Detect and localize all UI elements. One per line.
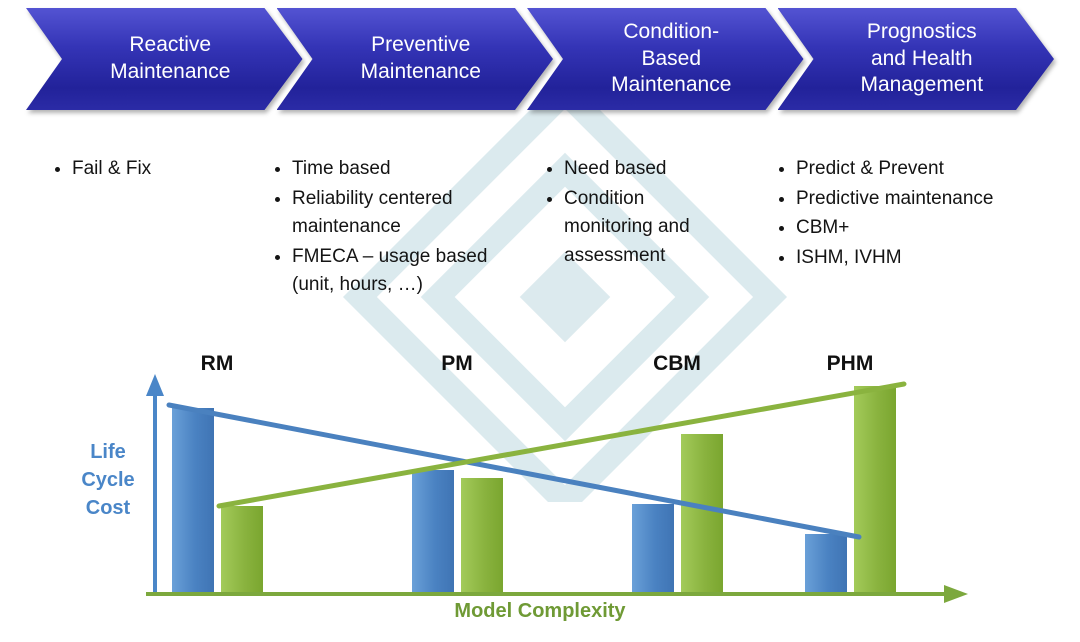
- bullets-reactive: Fail & Fix: [48, 155, 238, 185]
- bullet-item: CBM+: [796, 214, 1062, 243]
- y-axis-label: Life Cycle Cost: [81, 441, 135, 519]
- watermark-logo: [342, 92, 788, 502]
- bullet-item: Predict & Prevent: [796, 155, 1062, 184]
- category-label-rm: RM: [200, 352, 234, 375]
- bullet-item: Need based: [564, 155, 735, 184]
- model-complexity-trend-line: [216, 381, 907, 509]
- x-axis-arrowhead-icon: [944, 585, 968, 603]
- bullets-prognostics: Predict & PreventPredictive maintenanceC…: [772, 155, 1062, 273]
- bullet-item: FMECA – usage based (unit, hours, …): [292, 243, 503, 300]
- bullet-item: ISHM, IVHM: [796, 244, 1062, 273]
- arrow-condition-based-maintenance: Condition- Based Maintenance: [527, 8, 804, 110]
- bar-rm-life-cycle-cost: [172, 408, 214, 594]
- category-label-pm: PM: [441, 352, 473, 375]
- bullet-list-prognostics: Predict & PreventPredictive maintenanceC…: [772, 155, 1062, 272]
- lifecycle-cost-chart: Life Cycle Cost Model Complexity RM PM CBM…: [60, 348, 1020, 640]
- bullet-item: Condition monitoring and assessment: [564, 185, 735, 271]
- bullet-list-preventive: Time basedReliability centered maintenan…: [268, 155, 503, 300]
- bullet-item: Predictive maintenance: [796, 185, 1062, 214]
- bullet-item: Time based: [292, 155, 503, 184]
- bullet-list-condition-based: Need basedCondition monitoring and asses…: [540, 155, 735, 270]
- x-axis-label: Model Complexity: [454, 600, 626, 622]
- category-label-cbm: CBM: [653, 352, 701, 375]
- bullet-list-reactive: Fail & Fix: [48, 155, 238, 184]
- bar-cbm-model-complexity: [681, 434, 723, 594]
- category-label-phm: PHM: [826, 352, 874, 375]
- bar-cbm-life-cycle-cost: [632, 504, 674, 594]
- arrow-label-prognostics: Prognostics and Health Management: [778, 8, 1055, 110]
- arrow-preventive-maintenance: Preventive Maintenance: [277, 8, 554, 110]
- arrow-label-preventive: Preventive Maintenance: [277, 8, 554, 110]
- life-cycle-cost-trend-line: [166, 402, 862, 540]
- arrow-label-reactive: Reactive Maintenance: [26, 8, 303, 110]
- arrow-prognostics-health-management: Prognostics and Health Management: [778, 8, 1055, 110]
- arrow-reactive-maintenance: Reactive Maintenance: [26, 8, 303, 110]
- bar-pm-model-complexity: [461, 478, 503, 594]
- bullets-condition-based: Need basedCondition monitoring and asses…: [540, 155, 735, 271]
- y-axis-arrowhead-icon: [146, 374, 164, 396]
- maintenance-stages-arrows: Reactive Maintenance Preventive Maintena…: [26, 8, 1054, 110]
- bullet-item: Reliability centered maintenance: [292, 185, 503, 242]
- bar-pm-life-cycle-cost: [412, 470, 454, 594]
- bar-phm-model-complexity: [854, 386, 896, 594]
- chart-axes-and-lines: [146, 374, 968, 603]
- bar-rm-model-complexity: [221, 506, 263, 594]
- arrow-label-condition-based: Condition- Based Maintenance: [527, 8, 804, 110]
- bullets-preventive: Time basedReliability centered maintenan…: [268, 155, 503, 301]
- bullet-item: Fail & Fix: [72, 155, 238, 184]
- bar-phm-life-cycle-cost: [805, 534, 847, 594]
